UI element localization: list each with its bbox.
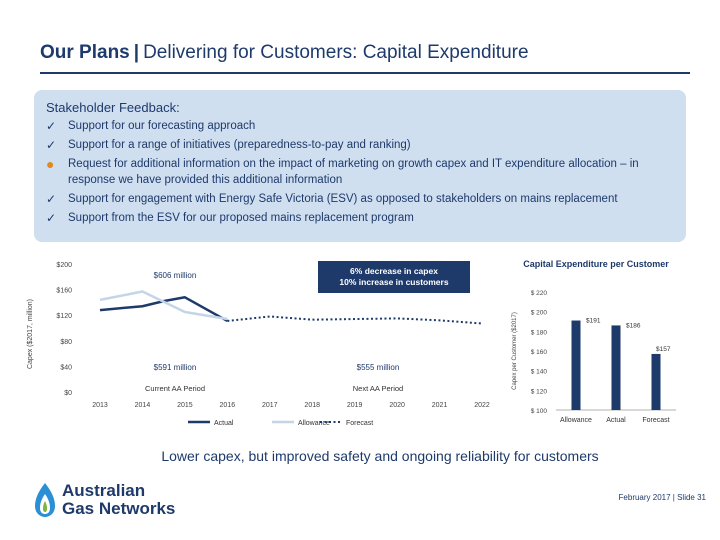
bar-category-label: Forecast [642, 417, 669, 424]
feedback-item: ✓ Support for our forecasting approach [46, 118, 682, 134]
bar-allowance [571, 320, 581, 410]
series-line-allowance [99, 290, 228, 321]
x-tick-label: 2019 [347, 402, 363, 409]
checkmark-icon: ✓ [46, 119, 57, 133]
page-title: Our Plans | Delivering for Customers: Capi… [40, 42, 700, 64]
flame-logo-icon [35, 483, 55, 517]
legend-label-allowance: Allowance [298, 420, 330, 427]
slide-footer: February 2017 | Slide 31 [618, 493, 706, 502]
x-tick-label: 2014 [135, 402, 151, 409]
bar-y-tick-label: $ 120 [531, 388, 548, 395]
checkmark-icon: ✓ [46, 192, 57, 206]
x-tick-label: 2013 [92, 402, 108, 409]
bar-category-label: Allowance [560, 417, 592, 424]
stakeholder-feedback-panel [34, 90, 686, 242]
feedback-item-text: Support from the ESV for our proposed ma… [68, 212, 414, 224]
feedback-heading: Stakeholder Feedback: [46, 100, 180, 115]
bar-y-tick-label: $ 200 [531, 310, 548, 317]
feedback-item: ✓ Support from the ESV for our proposed … [46, 210, 682, 226]
annotation-591-million: $591 million [154, 363, 197, 372]
checkmark-icon: ✓ [46, 211, 57, 225]
x-tick-label: 2015 [177, 402, 193, 409]
bar-y-tick-label: $ 220 [531, 290, 548, 297]
x-tick-label: 2021 [432, 402, 448, 409]
company-logo: Australian Gas Networks [34, 482, 175, 518]
x-tick-label: 2022 [474, 402, 490, 409]
title-separator: | [133, 42, 140, 63]
legend-label-actual: Actual [214, 420, 234, 427]
logo-line-1: Australian [62, 481, 146, 500]
logo-line-2: Gas Networks [62, 499, 176, 518]
bar-y-tick-label: $ 180 [531, 329, 548, 336]
title-underline [40, 72, 690, 74]
feedback-item-text: Support for our forecasting approach [68, 120, 256, 132]
bar-y-tick-label: $ 160 [531, 349, 548, 356]
checkmark-icon: ✓ [46, 138, 57, 152]
logo-wordmark: Australian Gas Networks [62, 482, 175, 518]
bar-y-axis-label: Capex per Customer ($2017) [512, 312, 518, 390]
bar-value-label: $186 [626, 322, 641, 329]
x-tick-label: 2018 [304, 402, 320, 409]
feedback-item: ● Request for additional information on … [46, 156, 682, 188]
annotation-606-million: $606 million [154, 271, 197, 280]
x-tick-label: 2017 [262, 402, 278, 409]
feedback-item-text: Request for additional information on th… [68, 158, 639, 186]
y-tick-label: $200 [56, 262, 72, 269]
y-tick-label: $40 [60, 364, 72, 371]
bar-value-label: $157 [656, 346, 671, 353]
capex-per-customer-bar-chart: Capital Expenditure per Customer $ 100 $ 1… [512, 259, 676, 424]
y-tick-label: $160 [56, 288, 72, 295]
feedback-item-text: Support for a range of initiatives (prep… [68, 139, 411, 151]
feedback-item: ✓ Support for a range of initiatives (pr… [46, 137, 682, 153]
y-tick-label: $0 [64, 390, 72, 397]
annotation-555-million: $555 million [357, 363, 400, 372]
change-callout-text: 6% decrease in capex [350, 266, 438, 276]
capex-line-chart: $0 $40 $80 $120 $160 $200 Capex ($2017, millio… [27, 261, 490, 427]
title-bold: Our Plans [40, 42, 130, 63]
bar-actual [611, 325, 621, 410]
bar-forecast [651, 353, 661, 410]
y-tick-label: $80 [60, 339, 72, 346]
title-rest: Delivering for Customers: Capital Expend… [143, 42, 529, 63]
period-label-next: Next AA Period [353, 384, 403, 393]
y-axis-label: Capex ($2017, million) [27, 299, 34, 369]
x-tick-label: 2016 [220, 402, 236, 409]
change-callout-box [318, 261, 470, 293]
period-label-current: Current AA Period [145, 384, 205, 393]
headline-message: Lower capex, but improved safety and ong… [161, 448, 599, 464]
feedback-item-text: Support for engagement with Energy Safe … [68, 193, 618, 205]
x-tick-label: 2020 [389, 402, 405, 409]
bar-value-label: $191 [586, 318, 601, 325]
bar-chart-title: Capital Expenditure per Customer [523, 259, 669, 269]
bullet-dot-icon: ● [46, 156, 55, 172]
feedback-item: ✓ Support for engagement with Energy Saf… [46, 191, 682, 207]
y-tick-label: $120 [56, 313, 72, 320]
legend-label-forecast: Forecast [346, 420, 373, 427]
change-callout-text: 10% increase in customers [339, 277, 448, 287]
series-line-forecast [227, 315, 483, 325]
bar-y-tick-label: $ 140 [531, 369, 548, 376]
bar-y-tick-label: $ 100 [531, 408, 548, 415]
bar-category-label: Actual [606, 417, 626, 424]
feedback-list: ✓ Support for our forecasting approach ✓… [46, 118, 682, 229]
